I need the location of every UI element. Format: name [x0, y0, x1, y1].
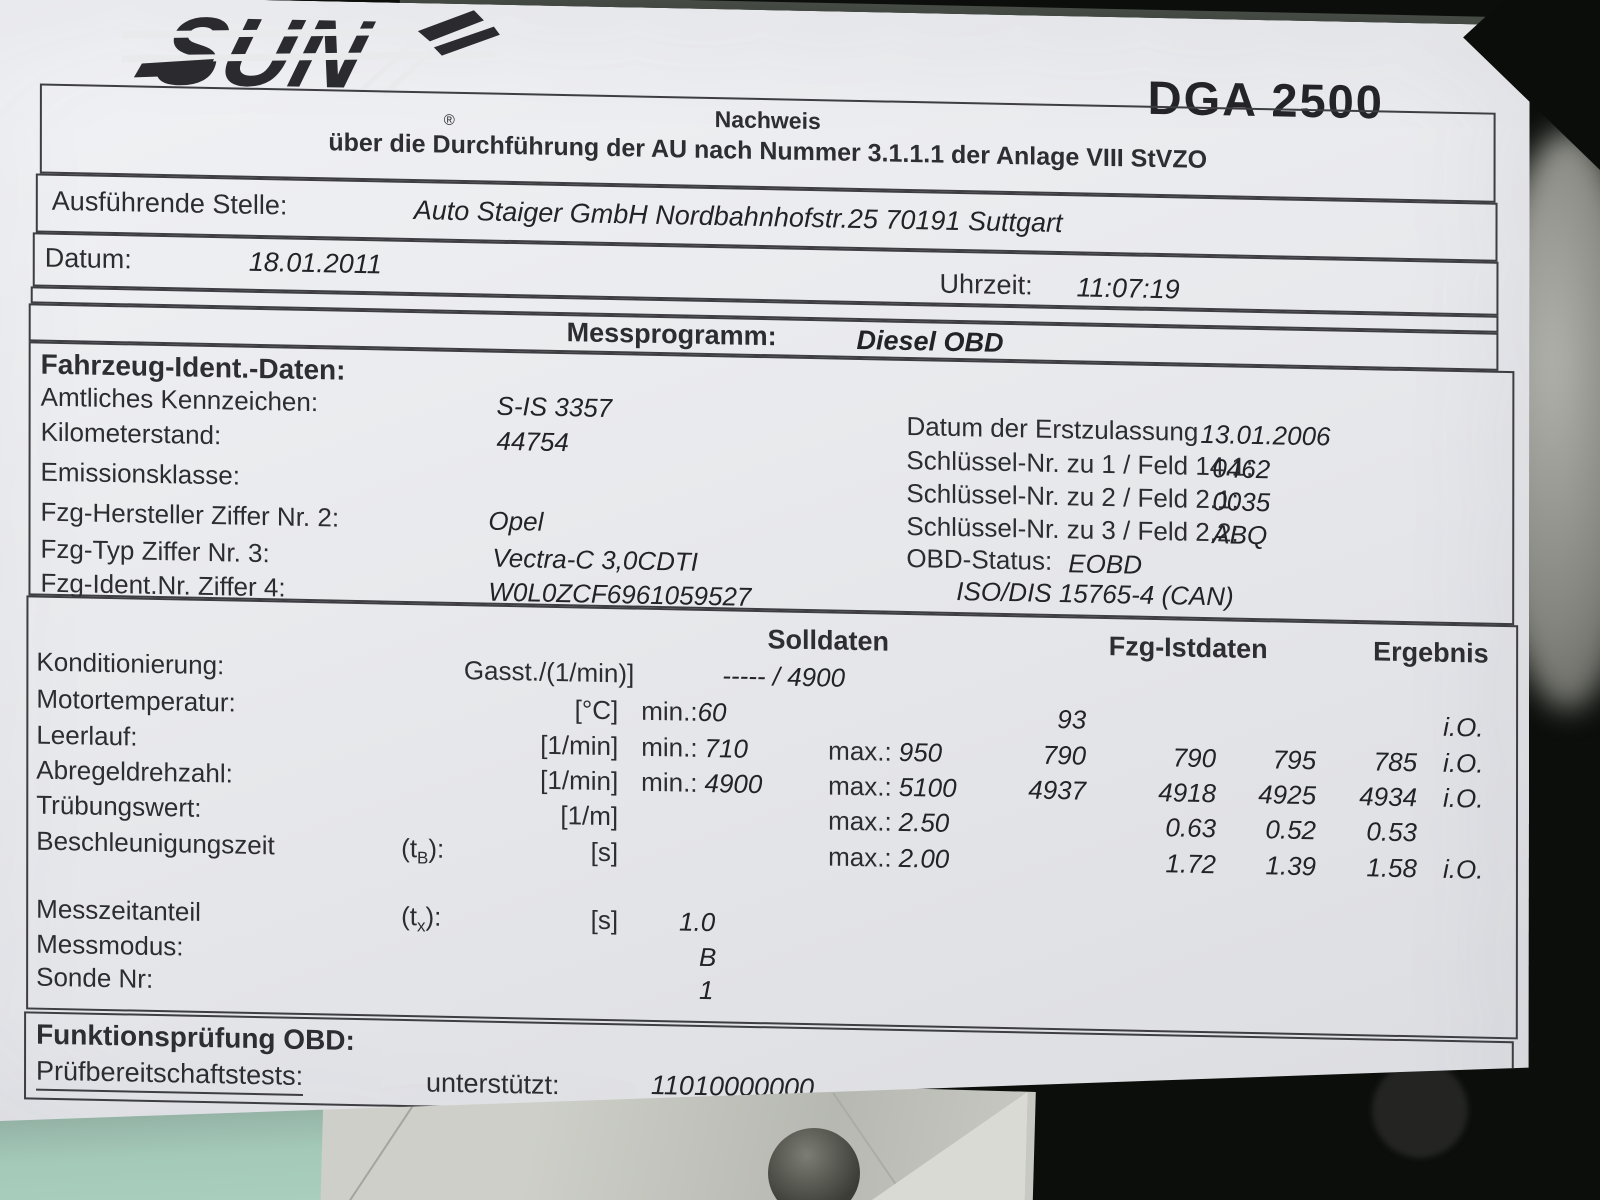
vehicle-value: Vectra-C 3,0CDTI [492, 542, 699, 577]
min-value: 710 [704, 732, 748, 764]
envelope-fold [834, 1086, 1028, 1200]
station-value: Auto Staiger GmbH Nordbahnhofstr.25 7019… [413, 195, 1063, 239]
obd-protocol: ISO/DIS 15765-4 (CAN) [956, 575, 1234, 612]
column-header-ist: Fzg-Istdaten [1108, 631, 1268, 665]
row-unit: Gasst./(1/min)] [463, 655, 635, 689]
row-symbol: (tB): [401, 832, 445, 868]
row-value: 1.0 [679, 906, 716, 938]
vehicle-value: Opel [488, 505, 544, 537]
vehicle-label: Datum der Erstzulassung [906, 410, 1199, 447]
vehicle-value: ABQ [1212, 519, 1268, 551]
result-value: i.O. [1443, 747, 1484, 779]
column-header-soll: Solldaten [767, 624, 890, 657]
row-value: 1 [698, 974, 714, 1006]
vehicle-value: EOBD [1068, 548, 1142, 580]
ist-value: 4937 [1028, 774, 1087, 806]
max-label: max.: [828, 841, 892, 873]
time-label: Uhrzeit: [939, 268, 1033, 301]
date-label: Datum: [44, 242, 132, 275]
ist-value: 790 [1172, 742, 1217, 774]
program-label: Messprogramm: [566, 317, 777, 352]
min-label: min.: [641, 695, 698, 727]
sun-logo: SUN [122, 1, 502, 109]
vehicle-label: Schlüssel-Nr. zu 2 / Feld 2.1: [906, 477, 1239, 515]
vehicle-value: 13.01.2006 [1200, 418, 1331, 452]
row-label: Messmodus: [36, 928, 184, 962]
measurement-table-box: Solldaten Fzg-Istdaten Ergebnis Konditio… [26, 595, 1518, 1039]
ist-value: 0.63 [1165, 812, 1217, 844]
row-unit: [1/min] [540, 729, 619, 762]
row-label: Beschleunigungszeit [36, 825, 275, 861]
row-label: Motortemperatur: [36, 683, 236, 718]
row-value: B [699, 941, 717, 973]
envelope-hole [768, 1128, 860, 1200]
obd-row-label: Prüfbereitschaftstests: [36, 1056, 303, 1096]
report-paper: SUN ® DGA 2500 Nachweis [0, 0, 1530, 1176]
min-label: min.: [641, 766, 698, 798]
row-unit: [1/min] [540, 764, 619, 797]
max-value: 5100 [898, 771, 957, 804]
min-value: 60 [697, 696, 727, 728]
obd-section-title: Funktionsprüfung OBD: [36, 1018, 355, 1057]
vehicle-label: Emissionsklasse: [40, 456, 240, 491]
station-label: Ausführende Stelle: [51, 185, 288, 221]
row-unit: [°C] [574, 694, 619, 726]
row-label: Konditionierung: [36, 646, 225, 681]
vehicle-value: 0035 [1212, 486, 1271, 518]
ist-value: 795 [1272, 744, 1317, 776]
vehicle-data-box: Fahrzeug-Ident.-Daten: Amtliches Kennzei… [28, 341, 1514, 625]
row-unit: [s] [590, 904, 619, 936]
result-value: i.O. [1443, 711, 1484, 743]
program-value: Diesel OBD [856, 324, 1004, 358]
result-value: i.O. [1442, 853, 1484, 885]
ist-value: 4925 [1258, 779, 1317, 811]
ist-value: 4918 [1158, 777, 1217, 809]
vehicle-label: Schlüssel-Nr. zu 1 / Feld 14.1: [906, 444, 1254, 482]
max-value: 2.00 [898, 842, 950, 874]
ist-value: 785 [1373, 746, 1418, 778]
ist-value: 1.72 [1165, 848, 1217, 880]
dashboard-detail [1372, 1062, 1468, 1158]
ist-value: 1.39 [1265, 850, 1317, 882]
row-soll-value: ----- / 4900 [722, 660, 846, 693]
vehicle-value: 44754 [496, 425, 569, 458]
max-value: 2.50 [898, 806, 950, 838]
max-label: max.: [828, 770, 892, 802]
vehicle-label: OBD-Status: [906, 542, 1053, 576]
column-header-ergebnis: Ergebnis [1373, 636, 1489, 669]
vehicle-label: Kilometerstand: [40, 416, 222, 451]
vehicle-section-title: Fahrzeug-Ident.-Daten: [40, 348, 346, 386]
row-symbol: (tx): [401, 900, 442, 936]
max-label: max.: [828, 805, 892, 837]
vehicle-label: Amtliches Kennzeichen: [40, 381, 319, 418]
ist-value: 1.58 [1366, 852, 1417, 884]
min-label: min.: [641, 731, 698, 763]
row-unit: [1/m] [560, 800, 619, 832]
ist-value: 0.53 [1366, 816, 1418, 848]
ist-value: 4934 [1359, 781, 1418, 813]
row-label: Abregeldrehzahl: [36, 754, 233, 789]
obd-supported-label: unterstützt: [425, 1067, 560, 1101]
row-unit: [s] [590, 836, 619, 868]
ist-value: 93 [1057, 704, 1087, 735]
row-label: Messzeitanteil [36, 893, 201, 927]
row-label: Sonde Nr: [36, 961, 154, 994]
time-value: 11:07:19 [1076, 272, 1180, 305]
vehicle-label: Fzg-Typ Ziffer Nr. 3: [40, 533, 270, 569]
result-value: i.O. [1443, 782, 1484, 814]
row-label: Trübungswert: [36, 789, 202, 823]
vehicle-label: Fzg-Hersteller Ziffer Nr. 2: [40, 496, 340, 533]
vehicle-value: S-IS 3357 [496, 390, 613, 424]
vehicle-value: 0462 [1212, 453, 1271, 485]
ist-value: 0.52 [1265, 814, 1317, 846]
min-value: 4900 [704, 767, 763, 800]
row-label: Leerlauf: [36, 719, 138, 752]
max-value: 950 [898, 736, 943, 768]
date-value: 18.01.2011 [248, 246, 382, 280]
ist-value: 790 [1042, 739, 1087, 771]
max-label: max.: [828, 735, 892, 767]
